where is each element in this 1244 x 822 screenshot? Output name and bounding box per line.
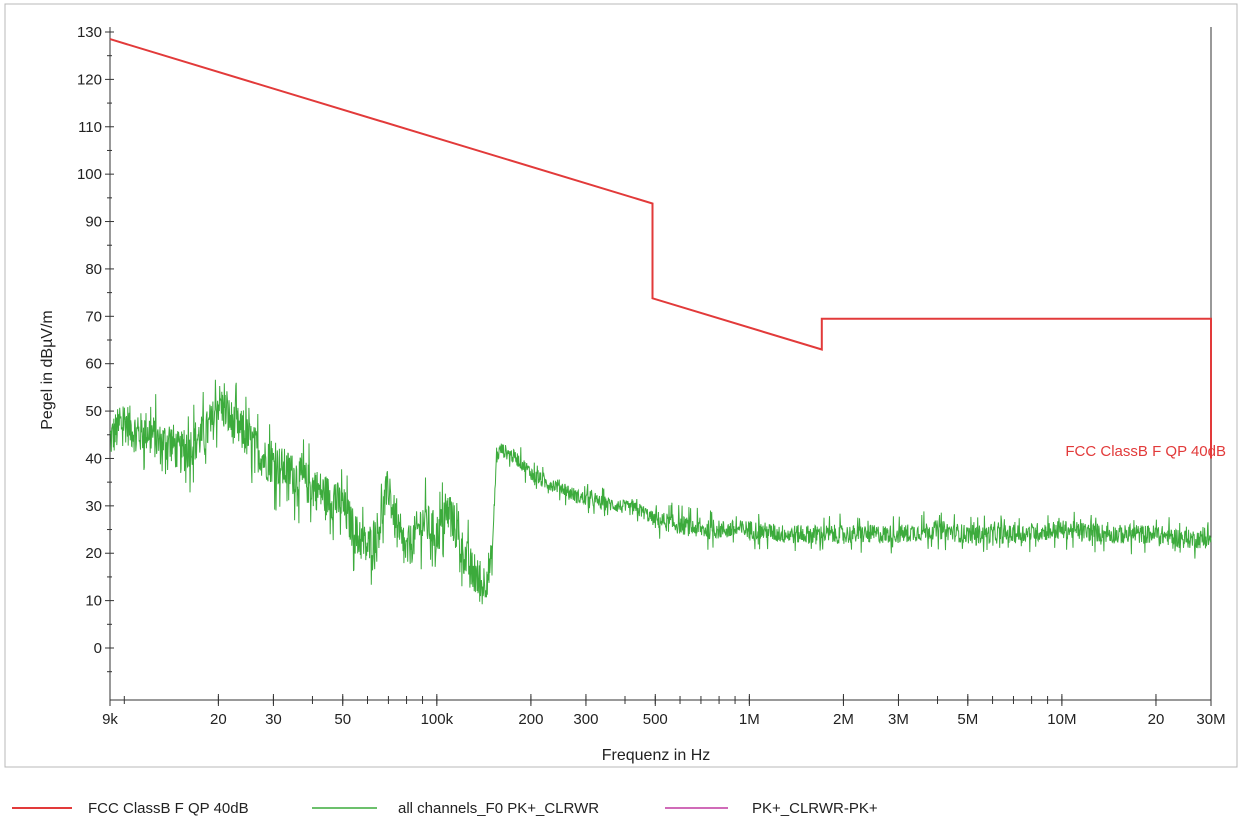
limit-line-annotation: FCC ClassB F QP 40dB xyxy=(1065,443,1226,460)
x-tick-label: 50 xyxy=(334,711,351,728)
x-tick-label: 100k xyxy=(421,711,454,728)
y-tick-label: 80 xyxy=(85,261,102,278)
x-tick-label: 300 xyxy=(573,711,598,728)
x-tick-label: 5M xyxy=(957,711,978,728)
y-tick-label: 40 xyxy=(85,450,102,467)
y-tick-label: 20 xyxy=(85,545,102,562)
y-tick-label: 60 xyxy=(85,356,102,373)
x-axis-ticks: 9k 20 30 50 100k 200 300 500 1M 2M 3M 5M 10M 20 30M xyxy=(102,694,1226,728)
series-line-limit xyxy=(109,38,1212,459)
y-tick-label: 130 xyxy=(77,24,102,41)
y-tick-label: 70 xyxy=(85,308,102,325)
y-tick-label: 10 xyxy=(85,593,102,610)
legend-item-pk: PK+_CLRWR-PK+ xyxy=(665,800,878,817)
x-tick-label: 20 xyxy=(1148,711,1165,728)
legend-item-measurement: all channels_F0 PK+_CLRWR xyxy=(312,800,599,817)
x-tick-label: 30 xyxy=(265,711,282,728)
y-tick-label: 110 xyxy=(78,119,102,136)
series-layer xyxy=(109,38,1212,605)
x-tick-label: 9k xyxy=(102,711,118,728)
y-tick-label: 30 xyxy=(85,498,102,515)
y-tick-label: 120 xyxy=(77,71,102,88)
y-tick-label: 50 xyxy=(85,403,102,420)
x-tick-label: 500 xyxy=(643,711,668,728)
chart-frame xyxy=(4,3,1238,768)
x-tick-label: 10M xyxy=(1047,711,1076,728)
y-tick-label: 100 xyxy=(77,166,102,183)
y-axis-title: Pegel in dBµV/m xyxy=(39,310,56,430)
x-tick-label: 20 xyxy=(210,711,227,728)
legend: FCC ClassB F QP 40dB all channels_F0 PK+… xyxy=(12,800,878,817)
x-tick-label: 200 xyxy=(518,711,543,728)
x-tick-label: 3M xyxy=(888,711,909,728)
y-axis-ticks: 0 10 20 30 40 50 60 70 80 90 100 110 120 130 xyxy=(77,24,114,673)
legend-item-limit: FCC ClassB F QP 40dB xyxy=(12,800,249,817)
legend-label-measurement: all channels_F0 PK+_CLRWR xyxy=(398,800,599,817)
legend-label-pk: PK+_CLRWR-PK+ xyxy=(752,800,878,817)
y-tick-label: 0 xyxy=(94,640,102,657)
series-line-measurement xyxy=(109,379,1212,605)
x-tick-label: 2M xyxy=(833,711,854,728)
legend-label-limit: FCC ClassB F QP 40dB xyxy=(88,800,249,817)
x-tick-label: 30M xyxy=(1196,711,1225,728)
x-axis-title: Frequenz in Hz xyxy=(602,747,711,764)
x-tick-label: 1M xyxy=(739,711,760,728)
y-tick-label: 90 xyxy=(85,214,102,231)
